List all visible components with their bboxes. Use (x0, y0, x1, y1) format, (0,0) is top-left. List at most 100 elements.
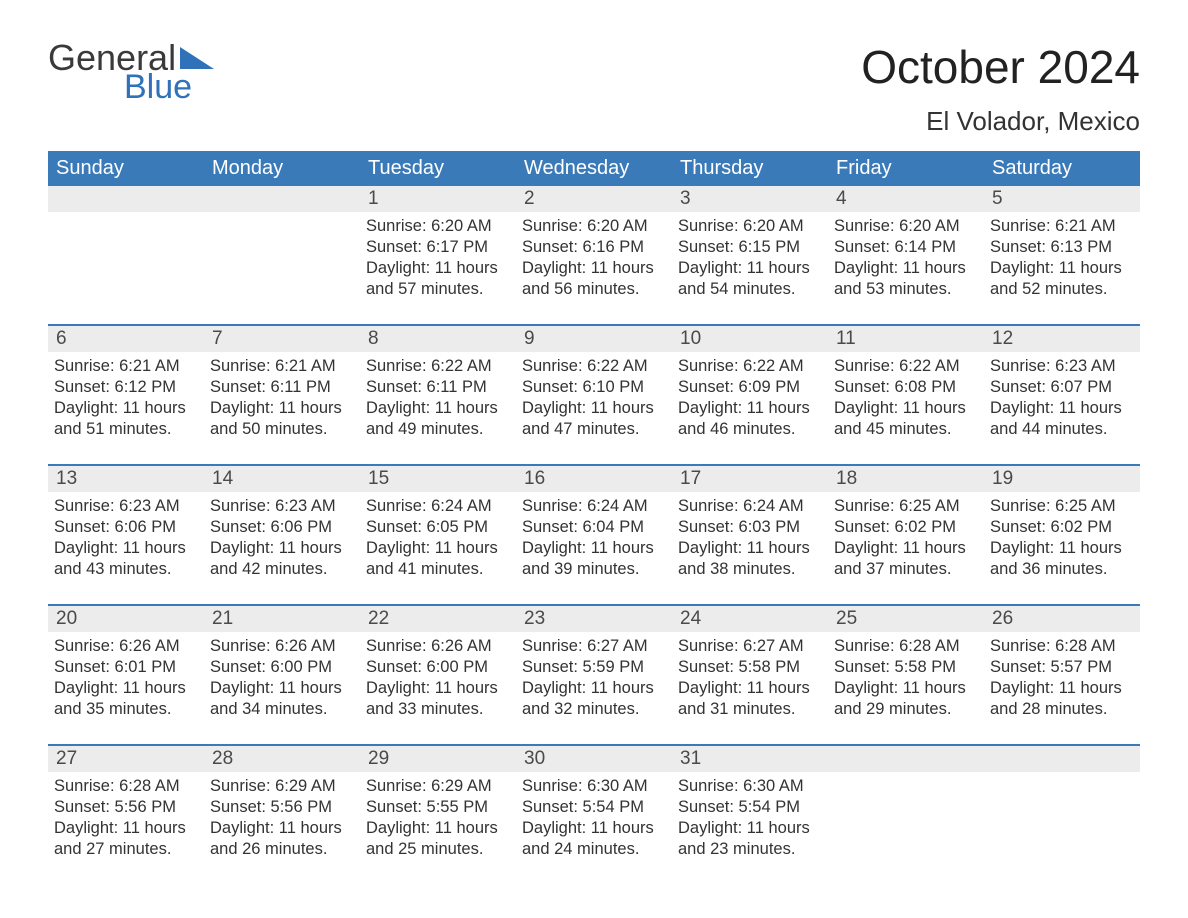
day-details: Sunrise: 6:20 AMSunset: 6:14 PMDaylight:… (834, 216, 978, 300)
day-number (204, 186, 360, 212)
day-details: Sunrise: 6:24 AMSunset: 6:03 PMDaylight:… (678, 496, 822, 580)
day-details: Sunrise: 6:29 AMSunset: 5:55 PMDaylight:… (366, 776, 510, 860)
day-number: 25 (828, 606, 984, 632)
sunset-line: Sunset: 6:15 PM (678, 237, 822, 258)
sunrise-line: Sunrise: 6:22 AM (678, 356, 822, 377)
day-number: 16 (516, 466, 672, 492)
day-number: 10 (672, 326, 828, 352)
day-number: 7 (204, 326, 360, 352)
day-details: Sunrise: 6:21 AMSunset: 6:12 PMDaylight:… (54, 356, 198, 440)
sunset-line: Sunset: 6:11 PM (210, 377, 354, 398)
week-spacer (48, 454, 1140, 464)
sunrise-line: Sunrise: 6:27 AM (678, 636, 822, 657)
sunrise-line: Sunrise: 6:22 AM (366, 356, 510, 377)
daylight-line: and 57 minutes. (366, 279, 510, 300)
day-cell: 9Sunrise: 6:22 AMSunset: 6:10 PMDaylight… (516, 326, 672, 454)
daylight-line: and 43 minutes. (54, 559, 198, 580)
day-details: Sunrise: 6:20 AMSunset: 6:15 PMDaylight:… (678, 216, 822, 300)
week-spacer (48, 594, 1140, 604)
sunset-line: Sunset: 5:55 PM (366, 797, 510, 818)
sunrise-line: Sunrise: 6:21 AM (990, 216, 1134, 237)
dow-cell: Wednesday (516, 151, 672, 186)
day-cell (828, 746, 984, 874)
day-cell (984, 746, 1140, 874)
day-cell: 3 Sunrise: 6:20 AMSunset: 6:15 PMDaylight… (672, 186, 828, 314)
daylight-line: and 33 minutes. (366, 699, 510, 720)
day-details: Sunrise: 6:24 AMSunset: 6:04 PMDaylight:… (522, 496, 666, 580)
day-number: 21 (204, 606, 360, 632)
day-cell: 17Sunrise: 6:24 AMSunset: 6:03 PMDayligh… (672, 466, 828, 594)
week-spacer (48, 734, 1140, 744)
sunrise-line: Sunrise: 6:30 AM (522, 776, 666, 797)
day-number: 5 (984, 186, 1140, 212)
daylight-line: and 24 minutes. (522, 839, 666, 860)
day-cell: 5 Sunrise: 6:21 AMSunset: 6:13 PMDaylight… (984, 186, 1140, 314)
daylight-line: Daylight: 11 hours (54, 538, 198, 559)
sunset-line: Sunset: 6:13 PM (990, 237, 1134, 258)
daylight-line: Daylight: 11 hours (366, 258, 510, 279)
day-details: Sunrise: 6:27 AMSunset: 5:58 PMDaylight:… (678, 636, 822, 720)
day-details: Sunrise: 6:22 AMSunset: 6:10 PMDaylight:… (522, 356, 666, 440)
sunrise-line: Sunrise: 6:26 AM (210, 636, 354, 657)
sunrise-line: Sunrise: 6:23 AM (990, 356, 1134, 377)
day-number (828, 746, 984, 772)
dow-cell: Sunday (48, 151, 204, 186)
day-number: 28 (204, 746, 360, 772)
day-cell: 30Sunrise: 6:30 AMSunset: 5:54 PMDayligh… (516, 746, 672, 874)
calendar-page: General Blue October 2024 El Volador, Me… (0, 0, 1188, 894)
dow-cell: Thursday (672, 151, 828, 186)
sunrise-line: Sunrise: 6:25 AM (834, 496, 978, 517)
daylight-line: Daylight: 11 hours (54, 818, 198, 839)
daylight-line: Daylight: 11 hours (834, 258, 978, 279)
daylight-line: and 27 minutes. (54, 839, 198, 860)
day-details: Sunrise: 6:23 AMSunset: 6:06 PMDaylight:… (54, 496, 198, 580)
day-details: Sunrise: 6:25 AMSunset: 6:02 PMDaylight:… (834, 496, 978, 580)
day-cell: 19Sunrise: 6:25 AMSunset: 6:02 PMDayligh… (984, 466, 1140, 594)
daylight-line: Daylight: 11 hours (54, 678, 198, 699)
day-number: 14 (204, 466, 360, 492)
sunset-line: Sunset: 6:02 PM (834, 517, 978, 538)
week-row: 1Sunrise: 6:20 AMSunset: 6:17 PMDaylight… (48, 186, 1140, 314)
daylight-line: Daylight: 11 hours (990, 258, 1134, 279)
logo-triangle-icon (180, 47, 214, 69)
sunrise-line: Sunrise: 6:29 AM (366, 776, 510, 797)
day-number (984, 746, 1140, 772)
sunrise-line: Sunrise: 6:28 AM (834, 636, 978, 657)
daylight-line: and 44 minutes. (990, 419, 1134, 440)
daylight-line: and 42 minutes. (210, 559, 354, 580)
day-details: Sunrise: 6:21 AMSunset: 6:13 PMDaylight:… (990, 216, 1134, 300)
day-cell: 31Sunrise: 6:30 AMSunset: 5:54 PMDayligh… (672, 746, 828, 874)
day-details: Sunrise: 6:20 AMSunset: 6:16 PMDaylight:… (522, 216, 666, 300)
daylight-line: Daylight: 11 hours (678, 678, 822, 699)
day-details: Sunrise: 6:23 AMSunset: 6:06 PMDaylight:… (210, 496, 354, 580)
daylight-line: and 47 minutes. (522, 419, 666, 440)
sunrise-line: Sunrise: 6:24 AM (522, 496, 666, 517)
day-number (48, 186, 204, 212)
daylight-line: Daylight: 11 hours (522, 678, 666, 699)
day-cell: 20Sunrise: 6:26 AMSunset: 6:01 PMDayligh… (48, 606, 204, 734)
brand-logo: General Blue (48, 40, 214, 104)
daylight-line: and 52 minutes. (990, 279, 1134, 300)
day-number: 13 (48, 466, 204, 492)
day-cell: 27Sunrise: 6:28 AMSunset: 5:56 PMDayligh… (48, 746, 204, 874)
daylight-line: and 41 minutes. (366, 559, 510, 580)
daylight-line: Daylight: 11 hours (990, 678, 1134, 699)
daylight-line: and 31 minutes. (678, 699, 822, 720)
day-cell (48, 186, 204, 314)
sunset-line: Sunset: 5:56 PM (210, 797, 354, 818)
day-number: 1 (360, 186, 516, 212)
daylight-line: Daylight: 11 hours (522, 398, 666, 419)
day-details: Sunrise: 6:22 AMSunset: 6:09 PMDaylight:… (678, 356, 822, 440)
daylight-line: and 26 minutes. (210, 839, 354, 860)
daylight-line: and 28 minutes. (990, 699, 1134, 720)
sunset-line: Sunset: 6:11 PM (366, 377, 510, 398)
day-number: 3 (672, 186, 828, 212)
sunrise-line: Sunrise: 6:23 AM (54, 496, 198, 517)
sunrise-line: Sunrise: 6:28 AM (54, 776, 198, 797)
day-details: Sunrise: 6:24 AMSunset: 6:05 PMDaylight:… (366, 496, 510, 580)
day-cell: 1Sunrise: 6:20 AMSunset: 6:17 PMDaylight… (360, 186, 516, 314)
daylight-line: Daylight: 11 hours (678, 538, 822, 559)
month-title: October 2024 (861, 40, 1140, 94)
daylight-line: Daylight: 11 hours (678, 398, 822, 419)
day-details: Sunrise: 6:28 AMSunset: 5:58 PMDaylight:… (834, 636, 978, 720)
